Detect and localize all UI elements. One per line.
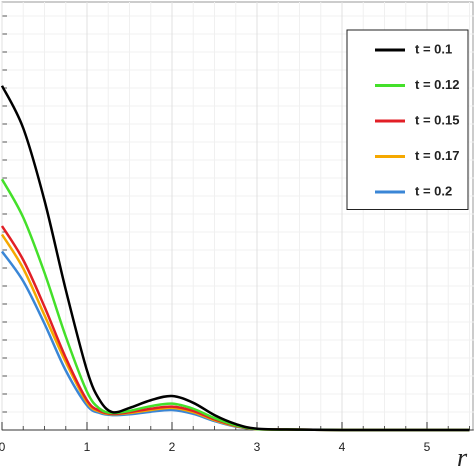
x-tick-label: 3: [254, 440, 261, 454]
x-tick-label: 4: [339, 440, 346, 454]
legend-label: t = 0.15: [415, 112, 459, 127]
legend-label: t = 0.2: [415, 183, 452, 198]
x-axis-label: r: [457, 443, 468, 472]
x-tick-label: 1: [84, 440, 91, 454]
series-line: [0, 85, 470, 432]
legend-label: t = 0.17: [415, 148, 459, 163]
legend-box: [346, 29, 469, 210]
legend-label: t = 0.12: [415, 77, 459, 92]
x-tick-label: 5: [424, 440, 431, 454]
legend-label: t = 0.1: [415, 41, 452, 56]
x-tick-label: 0: [0, 440, 6, 454]
x-tick-label: 2: [169, 440, 176, 454]
